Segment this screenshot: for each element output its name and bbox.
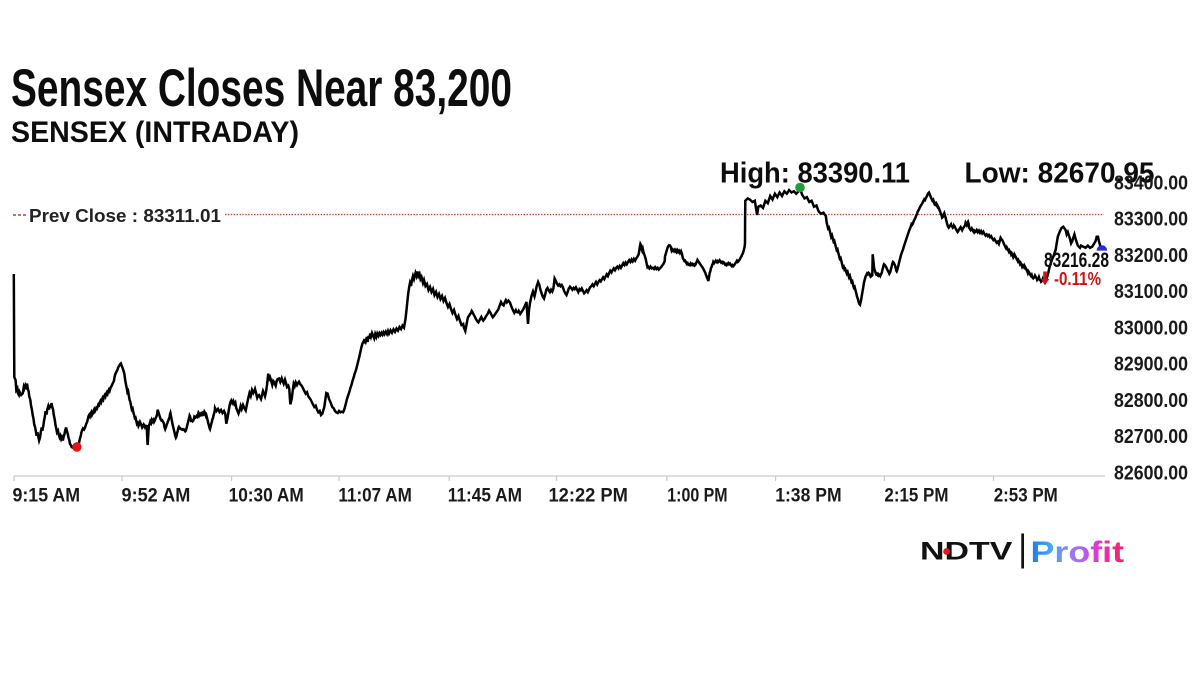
svg-text:Sensex Closes Near 83,200: Sensex Closes Near 83,200 (11, 59, 512, 118)
svg-text:82700.00: 82700.00 (1114, 425, 1188, 448)
svg-text:83000.00: 83000.00 (1114, 316, 1188, 339)
svg-text:2:15 PM: 2:15 PM (884, 486, 948, 507)
svg-text:12:22 PM: 12:22 PM (549, 486, 628, 507)
svg-text:11:45 AM: 11:45 AM (448, 486, 522, 507)
svg-text:83100.00: 83100.00 (1114, 280, 1188, 303)
svg-text:82800.00: 82800.00 (1114, 389, 1188, 412)
svg-text:9:52 AM: 9:52 AM (122, 486, 191, 507)
svg-text:Low: 82670.95: Low: 82670.95 (965, 158, 1155, 190)
svg-text:2:53 PM: 2:53 PM (994, 486, 1058, 507)
svg-text:Profit: Profit (1031, 536, 1125, 570)
svg-text:SENSEX (INTRADAY): SENSEX (INTRADAY) (11, 116, 299, 149)
svg-text:10:30 AM: 10:30 AM (229, 486, 304, 507)
svg-text:NDTV: NDTV (920, 538, 1013, 566)
svg-text:83300.00: 83300.00 (1114, 208, 1188, 231)
svg-text:High: 83390.11: High: 83390.11 (720, 158, 910, 190)
svg-text:11:07 AM: 11:07 AM (338, 486, 411, 507)
svg-text:82600.00: 82600.00 (1114, 461, 1188, 484)
svg-text:1:38 PM: 1:38 PM (775, 486, 841, 507)
svg-text:83200.00: 83200.00 (1114, 244, 1188, 267)
svg-text:1:00 PM: 1:00 PM (667, 486, 727, 507)
svg-text:-0.11%: -0.11% (1054, 268, 1101, 289)
svg-text:83400.00: 83400.00 (1114, 171, 1188, 194)
svg-text:9:15 AM: 9:15 AM (13, 486, 81, 507)
svg-text:Prev Close : 83311.01: Prev Close : 83311.01 (29, 206, 221, 226)
svg-text:82900.00: 82900.00 (1114, 353, 1188, 376)
svg-text:83216.28: 83216.28 (1044, 249, 1109, 272)
